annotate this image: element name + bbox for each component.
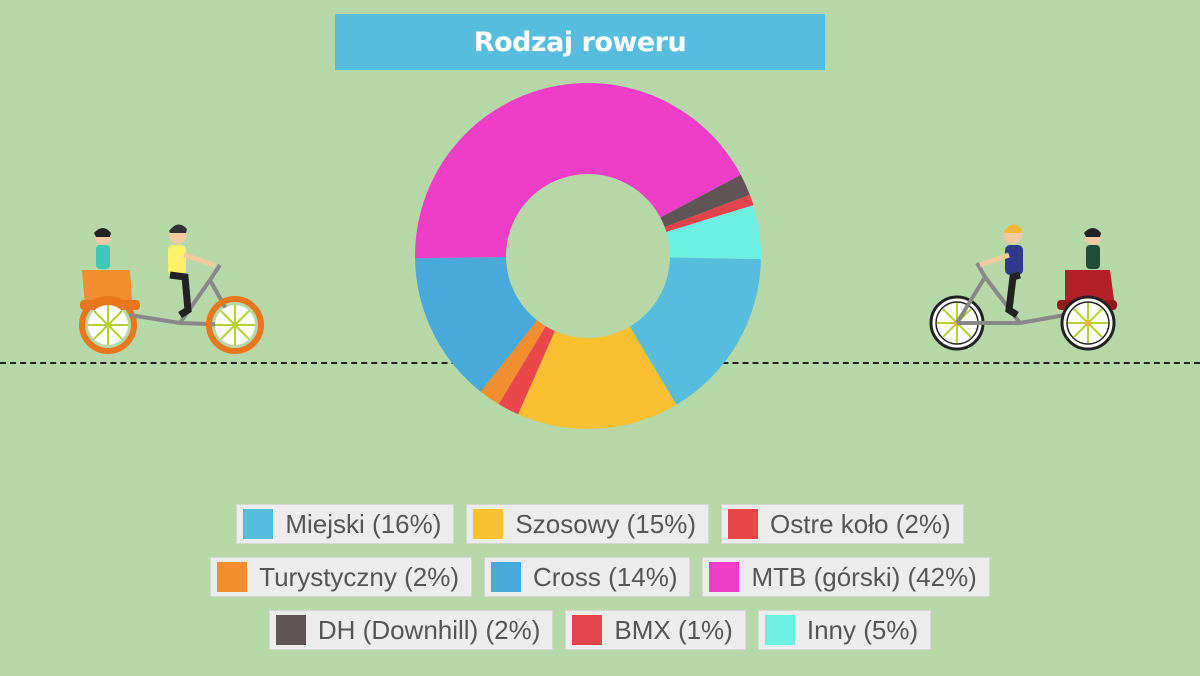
- donut-slice: [415, 82, 741, 259]
- legend-row-3: DH (Downhill) (2%) BMX (1%) Inny (5%): [0, 610, 1200, 650]
- legend-item-cross: Cross (14%): [484, 557, 691, 597]
- rickshaw-bike-red-icon: [929, 224, 1117, 351]
- donut-slice: [660, 174, 750, 227]
- legend-label: DH (Downhill) (2%): [317, 614, 541, 645]
- legend-item-turystyczny: Turystyczny (2%): [210, 557, 472, 597]
- donut-slice: [518, 326, 677, 429]
- legend-swatch: [473, 509, 504, 539]
- legend-label: Szosowy (15%): [515, 508, 697, 539]
- donut-slice: [415, 257, 538, 392]
- legend-swatch: [243, 509, 274, 539]
- legend-item-mtb: MTB (górski) (42%): [702, 557, 990, 597]
- legend-swatch: [709, 562, 740, 592]
- legend-label: Miejski (16%): [285, 508, 442, 539]
- legend-swatch: [764, 615, 795, 645]
- donut-slice: [664, 194, 754, 232]
- chart-title: Rodzaj roweru: [335, 14, 825, 70]
- legend-row-2: Turystyczny (2%) Cross (14%) MTB (górski…: [0, 557, 1200, 597]
- legend-swatch: [728, 509, 759, 539]
- donut-slice: [480, 320, 546, 405]
- donut-slice: [629, 257, 761, 405]
- donut-slice: [666, 205, 761, 260]
- legend-label: BMX (1%): [614, 614, 733, 645]
- legend-item-szosowy: Szosowy (15%): [466, 504, 710, 544]
- legend-label: MTB (górski) (42%): [751, 561, 977, 592]
- legend-item-bmx: BMX (1%): [565, 610, 746, 650]
- legend-item-inny: Inny (5%): [757, 610, 932, 650]
- legend-swatch: [217, 562, 248, 592]
- legend-label: Ostre koło (2%): [770, 508, 951, 539]
- legend-item-miejski: Miejski (16%): [236, 504, 455, 544]
- legend-swatch: [491, 562, 521, 592]
- legend-label: Inny (5%): [806, 614, 919, 645]
- legend-label: Turystyczny (2%): [259, 561, 459, 592]
- legend-row-1: Miejski (16%) Szosowy (15%) Ostre koło (…: [0, 504, 1200, 544]
- legend-label: Cross (14%): [533, 561, 678, 592]
- legend-item-dh: DH (Downhill) (2%): [268, 610, 554, 650]
- legend-item-ostre-kolo: Ostre koło (2%): [721, 504, 964, 544]
- donut-slice: [498, 326, 555, 415]
- rickshaw-bike-orange-icon: [79, 224, 264, 354]
- legend-swatch: [572, 615, 603, 645]
- legend-swatch: [275, 615, 306, 645]
